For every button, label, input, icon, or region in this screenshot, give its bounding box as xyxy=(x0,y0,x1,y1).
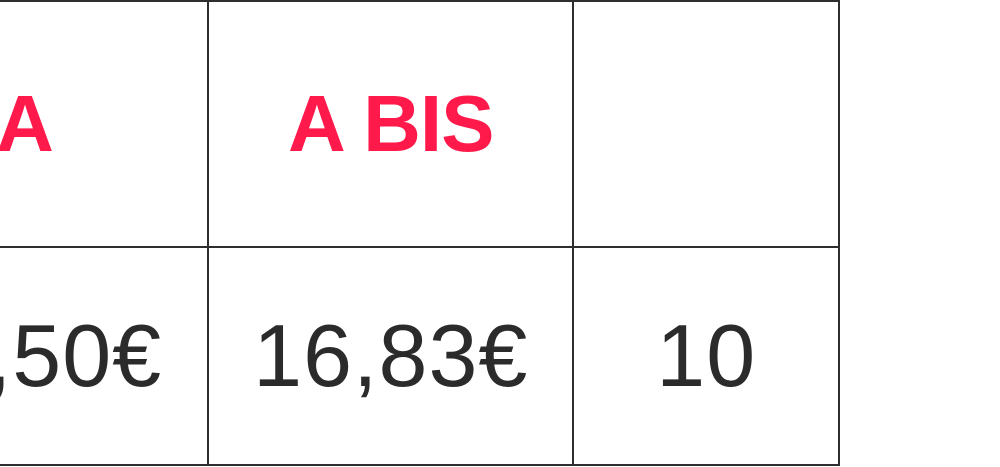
header-cell-a: A xyxy=(0,0,210,248)
header-cell-a-bis: A BIS xyxy=(207,0,575,248)
header-label-a-bis: A BIS xyxy=(288,79,494,168)
price-table: A A BIS 12,50€ 16,83€ 10 xyxy=(0,0,840,466)
price-value-3: 10 xyxy=(656,306,757,405)
header-cell-3 xyxy=(572,0,840,248)
price-value-a-bis: 16,83€ xyxy=(253,306,529,405)
price-cell-3: 10 xyxy=(572,246,840,466)
table-price-row: 12,50€ 16,83€ 10 xyxy=(0,246,840,466)
price-cell-a: 12,50€ xyxy=(0,246,210,466)
header-label-a: A xyxy=(0,79,54,168)
price-value-a: 12,50€ xyxy=(0,306,163,405)
price-cell-a-bis: 16,83€ xyxy=(207,246,575,466)
table-header-row: A A BIS xyxy=(0,0,840,248)
